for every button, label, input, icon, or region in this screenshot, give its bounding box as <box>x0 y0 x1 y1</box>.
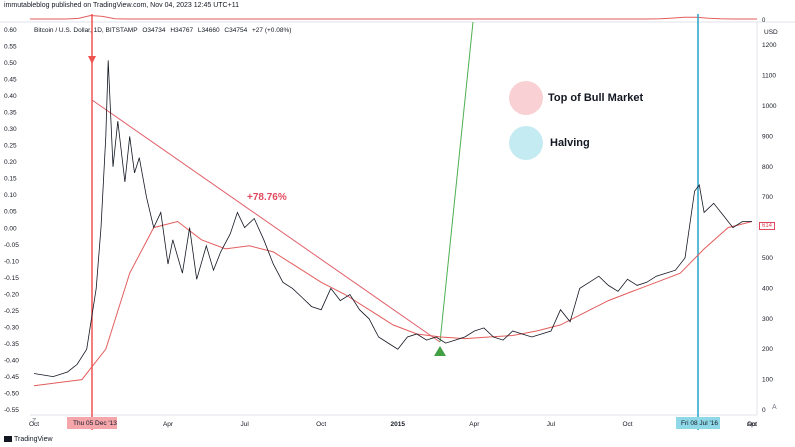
x-axis-tick-label: Jul <box>240 421 249 428</box>
left-axis-tick-label: -0.30 <box>4 324 19 331</box>
left-axis-tick-label: 0.00 <box>4 225 17 232</box>
right-axis-tick-label: 400 <box>762 285 773 292</box>
x-axis-tick-label: Oct <box>29 421 39 428</box>
left-axis-tick-label: 0.10 <box>4 192 17 199</box>
symbol-change: +27 (+0.08%) <box>252 27 292 34</box>
left-axis-tick-label: -0.45 <box>4 374 19 381</box>
right-axis-tick-label: 300 <box>762 316 773 323</box>
publisher-header: immutableblog published on TradingView.c… <box>4 2 239 9</box>
last-price-badge: 614 <box>759 222 776 230</box>
left-axis-tick-label: -0.55 <box>4 407 19 414</box>
halving-date-badge: Fri 08 Jul '16 <box>681 420 719 427</box>
left-axis-tick-label: 0.35 <box>4 110 17 117</box>
right-axis-tick-label: 1200 <box>762 42 777 49</box>
left-axis-ticks: 0.60 0.55 0.50 0.45 0.40 0.35 0.30 0.25 0.20 0.15… <box>4 27 19 414</box>
left-axis-tick-label: -0.15 <box>4 275 19 282</box>
legend-halving-circle <box>509 126 543 160</box>
percent-change-label: +78.76% <box>247 192 287 203</box>
right-axis-tick-label: 700 <box>762 194 773 201</box>
legend-halving-label: Halving <box>550 137 590 149</box>
right-axis-tick-label: 100 <box>762 377 773 384</box>
symbol-low: L34660 <box>197 27 220 34</box>
left-axis-tick-label: 0.50 <box>4 60 17 67</box>
right-axis-unit: USD <box>764 29 778 36</box>
left-axis-tick-label: 0.05 <box>4 209 17 216</box>
right-axis-tick-label: 200 <box>762 346 773 353</box>
tradingview-brand: TradingView <box>4 436 53 443</box>
x-axis-tick-label: Jul <box>547 421 556 428</box>
left-axis-tick-label: 0.20 <box>4 159 17 166</box>
left-axis-tick-label: -0.50 <box>4 390 19 397</box>
right-axis-tick-label: 800 <box>762 164 773 171</box>
legend-top-label: Top of Bull Market <box>548 92 644 104</box>
price-line <box>33 60 752 378</box>
right-axis-tick-label: 1000 <box>762 103 777 110</box>
left-axis-tick-label: -0.10 <box>4 258 19 265</box>
top-pane-label: 0 <box>762 18 766 24</box>
left-axis-tick-label: 0.45 <box>4 77 17 84</box>
left-axis-tick-label: 0.55 <box>4 44 17 51</box>
halving-date-badge-bg <box>676 417 720 429</box>
symbol-open: O34734 <box>142 27 166 34</box>
tradingview-logo-icon <box>4 436 12 443</box>
symbol-close: C34754 <box>224 27 248 34</box>
top-date-badge-bg <box>67 417 117 429</box>
left-axis-tick-label: 0.40 <box>4 93 17 100</box>
top-date-badge: Thu 05 Dec '13 <box>73 420 117 427</box>
right-axis-tick-label: 900 <box>762 133 773 140</box>
recovery-trend-line <box>439 21 474 343</box>
x-axis-tick-label: Apr <box>469 421 480 428</box>
auto-scale-icon[interactable]: A <box>772 404 777 411</box>
left-axis-tick-label: -0.25 <box>4 308 19 315</box>
x-axis-tick-label: Oct <box>316 421 326 428</box>
x-axis-ticks: OctAprJulOct2015AprJulOct2016AprOct <box>29 421 758 428</box>
x-axis-tick-label: Apr <box>163 421 174 428</box>
decline-trend-line <box>91 99 441 343</box>
symbol-bar: Bitcoin / U.S. Dollar, 1D, BITSTAMP O347… <box>34 27 294 34</box>
top-pane-series <box>30 14 757 20</box>
symbol-high: H34767 <box>170 27 194 34</box>
x-axis-tick-label: Apr <box>747 421 758 428</box>
bottom-triangle-marker <box>434 346 446 356</box>
x-axis-tick-label: 2015 <box>391 421 406 428</box>
right-axis-tick-label: 500 <box>762 255 773 262</box>
legend-top-circle <box>509 81 543 115</box>
top-marker-arrow <box>88 56 96 64</box>
symbol-name: Bitcoin / U.S. Dollar, 1D, BITSTAMP <box>34 27 138 34</box>
right-axis-tick-label: 1100 <box>762 73 776 80</box>
x-axis-tick-label: Oct <box>747 421 757 428</box>
brand-label: TradingView <box>14 436 53 443</box>
left-axis-tick-label: -0.20 <box>4 291 19 298</box>
right-axis-tick-label: 0 <box>762 407 766 414</box>
zoom-reset-icon[interactable]: Z <box>32 418 37 425</box>
left-axis-tick-label: 0.25 <box>4 143 17 150</box>
left-axis-tick-label: 0.60 <box>4 27 17 34</box>
left-axis-tick-label: 0.15 <box>4 176 17 183</box>
left-axis-tick-label: -0.05 <box>4 242 19 249</box>
left-axis-tick-label: 0.30 <box>4 126 17 133</box>
left-axis-tick-label: -0.40 <box>4 357 19 364</box>
moving-average-line <box>33 220 753 387</box>
left-axis-tick-label: -0.35 <box>4 341 19 348</box>
x-axis-tick-label: Oct <box>622 421 632 428</box>
